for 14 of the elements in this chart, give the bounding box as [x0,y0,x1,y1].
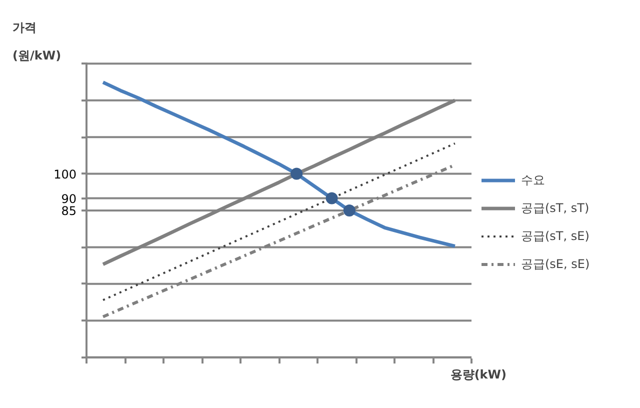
y-axis-title: 가격 (원/kW) [12,20,62,62]
legend-label: 공급(sT, sT) [521,200,590,216]
point [343,204,356,216]
legend-label: 공급(sE, sE) [521,256,590,272]
legend-label: 공급(sT, sE) [521,228,590,244]
point [326,192,338,204]
y-tick-label: 90 [61,192,77,206]
x-axis-title: 용량(kW) [450,368,506,382]
line-series [102,142,456,302]
legend-label: 수요 [521,172,545,188]
point [290,168,303,180]
y-tick-label: 100 [54,167,76,182]
line-series [101,80,457,248]
y-tick-label: 85 [61,204,77,218]
